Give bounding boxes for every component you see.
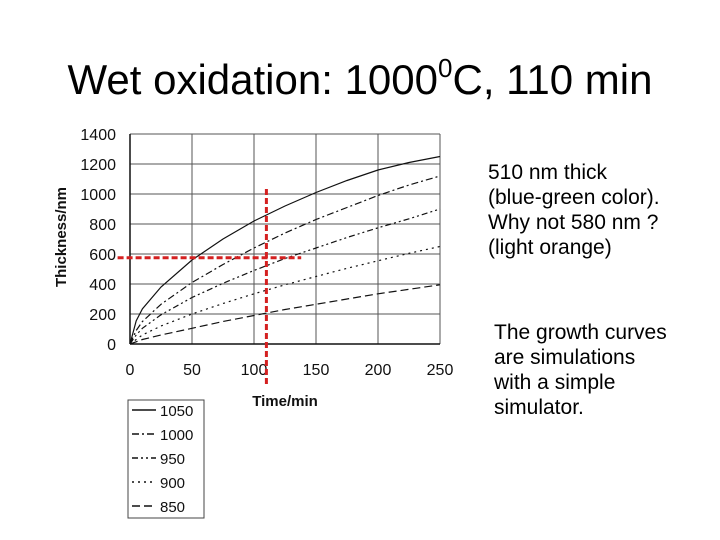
x-tick-label: 250: [427, 362, 454, 379]
title-main: Wet oxidation: 1000: [67, 56, 439, 103]
y-tick-label: 1400: [80, 127, 116, 144]
curve-900: [129, 245, 441, 345]
legend-label-950: 950: [160, 451, 185, 468]
y-axis-label: Thickness/nm: [53, 187, 70, 287]
curve-950: [129, 208, 441, 345]
marker-lines: [117, 186, 302, 384]
title-degree-superscript: 0: [438, 53, 453, 83]
y-tick-labels: 0 200 400 600 800 1000 1200 1400: [80, 127, 116, 354]
note-simulation: The growth curves are simulations with a…: [494, 321, 667, 419]
legend-box: [127, 399, 205, 519]
x-tick-labels: 0 50 100 150 200 250: [126, 362, 454, 379]
growth-curves: [129, 155, 441, 345]
y-tick-label: 800: [89, 217, 116, 234]
curve-1050: [129, 155, 441, 345]
legend-label-850: 850: [160, 499, 185, 516]
y-tick-label: 1000: [80, 187, 116, 204]
note-color-question: 510 nm thick (blue-green color). Why not…: [488, 161, 660, 259]
x-tick-label: 0: [126, 362, 135, 379]
x-axis-label: Time/min: [252, 393, 318, 410]
y-tick-label: 1200: [80, 157, 116, 174]
chart-axes: [129, 134, 440, 345]
curve-1000: [129, 175, 441, 345]
x-tick-label: 50: [183, 362, 201, 379]
chart-grid: [129, 133, 441, 345]
legend-label-1050: 1050: [160, 403, 193, 420]
x-tick-label: 100: [241, 362, 268, 379]
title-end: C, 110 min: [452, 56, 653, 103]
curve-850: [129, 284, 441, 345]
x-tick-label: 200: [365, 362, 392, 379]
legend-label-900: 900: [160, 475, 185, 492]
y-tick-label: 400: [89, 277, 116, 294]
y-tick-label: 200: [89, 307, 116, 324]
legend-label-1000: 1000: [160, 427, 193, 444]
legend: 1050 1000 950 900 850: [127, 399, 205, 519]
y-tick-label: 0: [107, 337, 116, 354]
y-tick-label: 600: [89, 247, 116, 264]
slide-title: Wet oxidation: 10000C, 110 min: [0, 52, 720, 108]
x-tick-label: 150: [303, 362, 330, 379]
